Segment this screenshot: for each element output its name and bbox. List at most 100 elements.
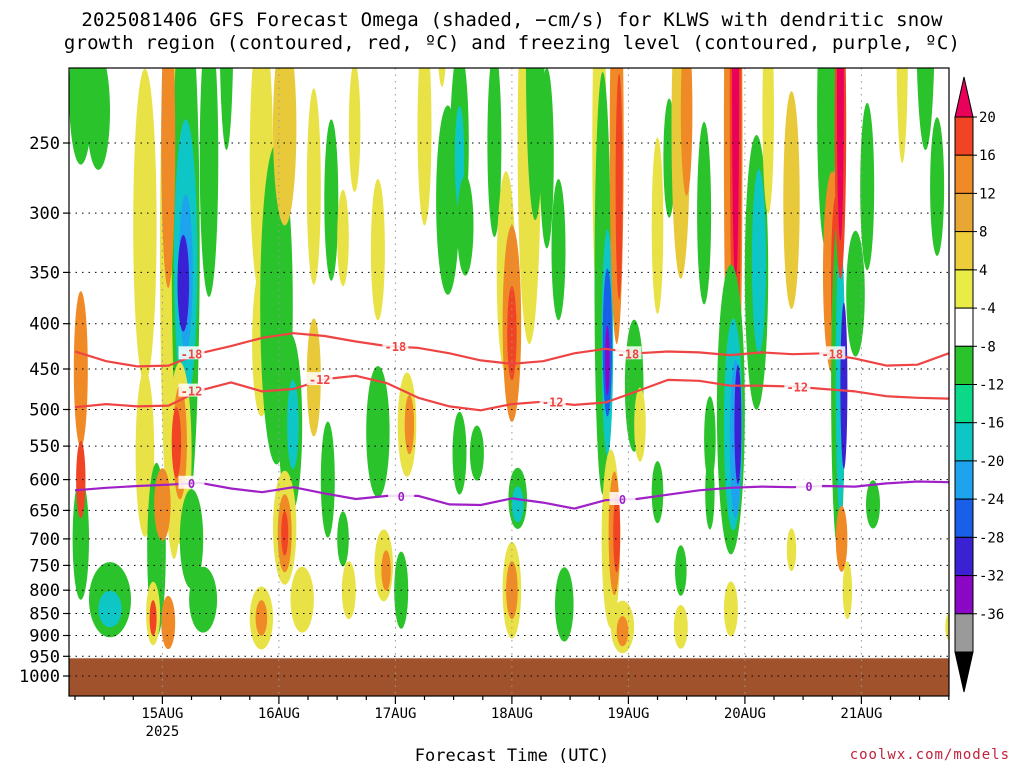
contour-label-bg [796, 479, 822, 492]
omega-shade-cell [72, 478, 90, 600]
omega-shade-cell [605, 325, 610, 396]
colorbar-label: 12 [979, 186, 996, 202]
colorbar-segment [954, 269, 974, 309]
omega-shade-cell [734, 365, 742, 485]
omega-shade-cell [273, 68, 297, 226]
omega-shade-cell [651, 461, 664, 524]
omega-shade-cell [551, 179, 566, 321]
contour-label: 0 [805, 480, 812, 494]
y-tick-label: 850 [29, 605, 60, 625]
omega-shade-cell [840, 302, 848, 469]
below-ground-area [69, 658, 949, 696]
omega-shade-cell [525, 68, 545, 221]
omega-shade-cell [896, 68, 908, 164]
omega-shade-cell [69, 68, 93, 165]
colorbar-label: 4 [979, 263, 987, 279]
contour-label-bg [178, 475, 205, 489]
omega-shade-cell [161, 595, 176, 650]
x-tick-label: 18AUG [491, 706, 533, 722]
y-tick-label: 700 [29, 530, 60, 550]
omega-shade-cell [945, 613, 949, 640]
colorbar-bottom-arrow [954, 651, 974, 693]
colorbar-label: -28 [979, 530, 1004, 546]
omega-shade-cell [381, 550, 391, 591]
omega-shade-cell [842, 561, 853, 620]
omega-shade-cell [469, 425, 484, 481]
contour-label-bg [178, 346, 205, 360]
x-tick-sublabel: 2025 [146, 724, 180, 740]
plot-frame [68, 67, 950, 697]
omega-shade-cell [675, 545, 687, 596]
contour-label-bg [388, 488, 415, 502]
colorbar-label: -36 [979, 607, 1004, 623]
credit-link[interactable]: coolwx.com/models [849, 747, 1010, 763]
omega-shade-cell [417, 68, 432, 226]
contour-label-bg [382, 339, 409, 353]
chart-title-line1: 2025081406 GFS Forecast Omega (shaded, −… [81, 9, 943, 31]
omega-shade-cell [673, 605, 688, 649]
x-tick-label: 20AUG [724, 706, 766, 722]
contour-label: -18 [618, 347, 640, 361]
omega-shade-cell [539, 68, 554, 249]
colorbar-label: 8 [979, 225, 987, 241]
colorbar-label: -8 [979, 339, 996, 355]
omega-shade-cell [177, 234, 190, 332]
contour-label-bg [819, 346, 846, 360]
contour-label: -12 [181, 385, 203, 399]
omega-shade-cell [171, 407, 182, 478]
omega-shade-cell [634, 387, 646, 462]
y-tick-label: 250 [29, 134, 60, 154]
omega-shade-cell [306, 88, 321, 285]
colorbar-segment [954, 575, 974, 615]
omega-shade-cell [281, 511, 289, 556]
omega-shade-cell [199, 68, 219, 297]
y-tick-label: 650 [29, 501, 60, 521]
contour-label: -18 [385, 340, 407, 354]
colorbar-segment [954, 460, 974, 500]
omega-shade-cell [133, 68, 157, 383]
omega-shade-cell [704, 396, 716, 482]
omega-shade-cell [348, 68, 361, 192]
omega-shade-cell [680, 68, 693, 196]
y-tick-label: 1000 [19, 667, 60, 687]
colorbar-segment [954, 307, 974, 347]
contour-label-bg [539, 394, 566, 408]
omega-shade-cell [835, 505, 848, 572]
x-tick-label: 17AUG [374, 706, 416, 722]
colorbar-segment [954, 192, 974, 233]
y-tick-label: 600 [29, 471, 60, 491]
omega-shade-cell [866, 480, 880, 529]
contour-label-bg [178, 383, 205, 397]
omega-shade-cell [930, 117, 945, 256]
y-tick-label: 300 [29, 204, 60, 224]
y-tick-label: 450 [29, 360, 60, 380]
omega-shade-cell [189, 566, 218, 633]
omega-shade-cell [457, 175, 474, 276]
omega-shade-cell [846, 230, 865, 357]
omega-shade-cell [751, 169, 766, 354]
colorbar-label: -32 [979, 569, 1004, 585]
y-tick-label: 750 [29, 556, 60, 576]
colorbar-label: -4 [979, 301, 996, 317]
omega-shade-cell [723, 581, 738, 637]
omega-shade-cell [404, 395, 415, 455]
omega-shade-cell [76, 441, 86, 519]
omega-shade-cell [786, 528, 797, 572]
omega-shade-cell [860, 102, 875, 271]
omega-shade-cell [149, 600, 157, 636]
omega-shade-cell [324, 119, 339, 281]
contour-label: -12 [309, 373, 331, 387]
omega-shade-cell [916, 68, 935, 150]
colorbar-segment [954, 422, 974, 462]
y-tick-label: 500 [29, 401, 60, 421]
contour-label: -18 [821, 347, 843, 361]
omega-shade-cell [555, 567, 574, 642]
omega-shade-cell [762, 68, 774, 214]
omega-shade-cell [732, 68, 740, 283]
omega-shade-cell [836, 68, 844, 241]
contour-label-bg [306, 372, 333, 386]
omega-shade-cell [452, 411, 467, 495]
contour-label-bg [609, 492, 636, 505]
omega-shade-cell [255, 600, 268, 636]
